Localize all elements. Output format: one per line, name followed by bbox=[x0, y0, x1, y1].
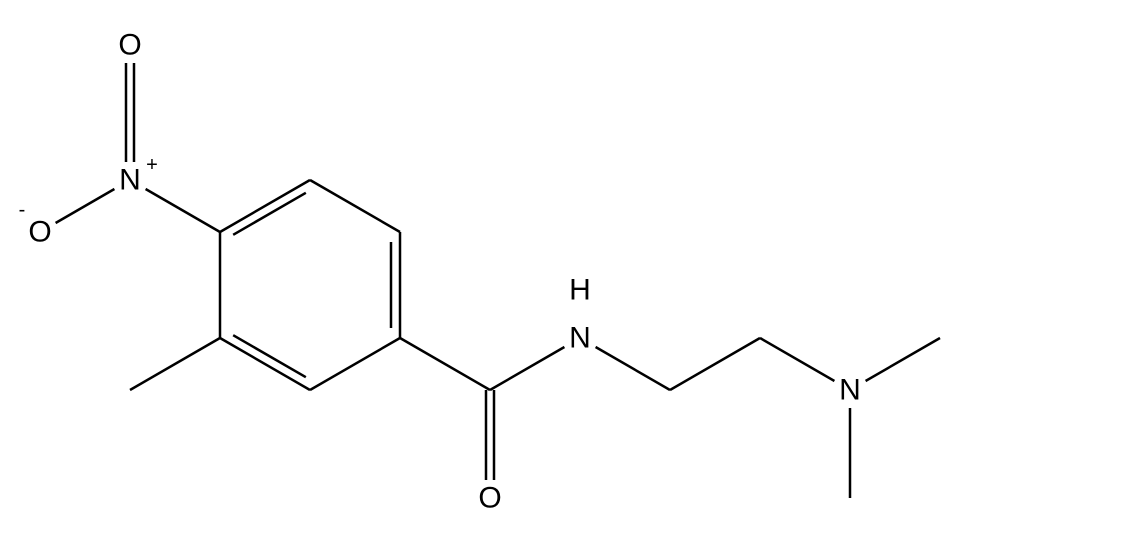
atom-label-O_nitro_minus: - bbox=[19, 199, 26, 221]
atom-label-H_amide: H bbox=[569, 274, 591, 307]
atom-label-N_nitro_plus: + bbox=[146, 154, 158, 176]
atom-label-O_nitro_top: O bbox=[118, 29, 141, 62]
atom-label-O_nitro_left: O bbox=[28, 216, 51, 249]
atom-label-O_carbonyl: O bbox=[478, 482, 501, 515]
atom-label-N_amide: N bbox=[569, 322, 591, 355]
molecule-diagram: ON+O-ONHN bbox=[0, 0, 1127, 552]
atom-label-N_amine: N bbox=[839, 374, 861, 407]
atom-label-N_nitro: N bbox=[119, 164, 141, 197]
